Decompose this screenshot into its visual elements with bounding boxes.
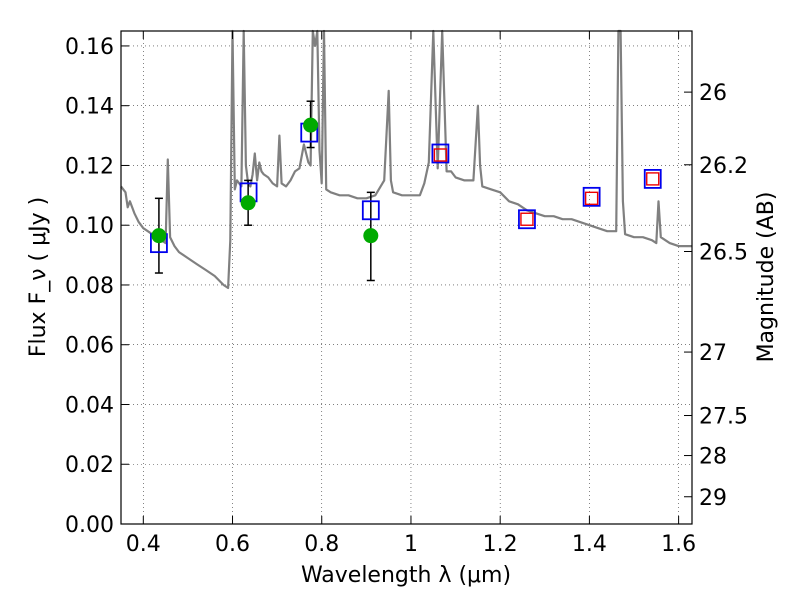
model-spectrum xyxy=(120,29,692,290)
model-photometry-square xyxy=(518,209,536,230)
y-tick-label: 0.02 xyxy=(65,453,114,478)
right-tick-label: 27.5 xyxy=(699,405,748,430)
y-tick-label: 0.10 xyxy=(65,214,114,239)
x-tick-label: 0.4 xyxy=(126,532,161,557)
error-bars xyxy=(154,100,375,282)
x-tick-label: 1.4 xyxy=(572,532,607,557)
model-photometry-square xyxy=(582,186,601,207)
model-photometry-square xyxy=(643,168,662,189)
x-tick-label: 1 xyxy=(404,532,418,557)
red-square-marker xyxy=(646,172,660,186)
right-tick-label: 26.5 xyxy=(699,241,748,266)
observed-point xyxy=(303,117,319,133)
y-tick-label: 0.14 xyxy=(65,95,114,120)
data-markers xyxy=(150,117,662,254)
plot-frame xyxy=(120,30,693,525)
observed-point xyxy=(151,228,167,244)
y-tick-label: 0.06 xyxy=(65,334,114,359)
red-square-marker xyxy=(584,191,599,206)
y-tick-label: 0.08 xyxy=(65,274,114,299)
right-tick-label: 28 xyxy=(699,445,727,470)
model-spectrum-line xyxy=(120,29,692,290)
y-tick-label: 0.04 xyxy=(65,393,114,418)
x-tick-label: 1.2 xyxy=(483,532,518,557)
model-photometry-square xyxy=(431,143,450,164)
right-tick-label: 29 xyxy=(699,486,727,511)
y-tick-label: 0.00 xyxy=(65,513,114,538)
model-photometry-square xyxy=(361,200,380,221)
right-axis-label: Magnitude (AB) xyxy=(754,192,779,363)
y-tick-label: 0.12 xyxy=(65,154,114,179)
x-axis-label: Wavelength λ (μm) xyxy=(301,563,511,588)
red-square-marker xyxy=(433,148,448,162)
observed-point xyxy=(240,195,256,211)
y-axis-label: Flux F_ν ( μJy ) xyxy=(26,197,51,357)
x-tick-label: 0.8 xyxy=(304,532,339,557)
grid-lines xyxy=(121,31,692,525)
red-square-marker xyxy=(520,212,534,226)
x-tick-label: 1.6 xyxy=(661,532,696,557)
x-tick-label: 0.6 xyxy=(215,532,250,557)
observed-point xyxy=(363,228,379,244)
right-tick-label: 27 xyxy=(699,341,727,366)
right-tick-label: 26 xyxy=(699,81,727,106)
y-tick-label: 0.16 xyxy=(65,35,114,60)
right-tick-label: 26.2 xyxy=(699,154,748,179)
axis-ticks: 0.4 0.6 0.8 1 1.2 1.4 1.6 0.00 0.02 0.04 0.06 0.08 0… xyxy=(65,31,748,557)
